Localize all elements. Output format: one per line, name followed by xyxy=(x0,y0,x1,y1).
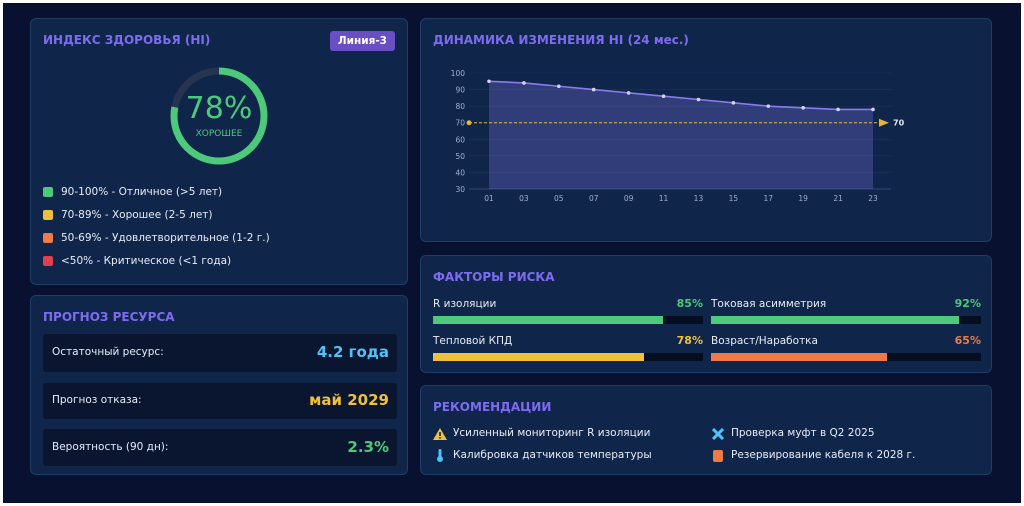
legend-swatch xyxy=(43,210,53,220)
risk-name: Токовая асимметрия xyxy=(711,298,827,310)
y-tick-label: 30 xyxy=(455,185,465,194)
recommendation: Калибровка датчиков температуры xyxy=(453,449,652,461)
y-tick-label: 80 xyxy=(455,102,465,111)
forecast-row: Вероятность (90 дн): 2.3% xyxy=(43,429,397,466)
gauge-arc xyxy=(170,67,268,165)
risk-value: 78% xyxy=(676,334,703,347)
legend-swatch xyxy=(43,233,53,243)
risk-track xyxy=(711,316,981,324)
risk-name: R изоляции xyxy=(433,298,497,310)
forecast-label: Вероятность (90 дн): xyxy=(52,440,169,453)
y-tick-label: 90 xyxy=(455,86,465,95)
risk-bar xyxy=(433,353,644,361)
forecast-value: май 2029 xyxy=(309,391,389,409)
warning-icon xyxy=(433,428,447,440)
line xyxy=(488,80,873,111)
x-tick-label: 09 xyxy=(624,194,634,203)
x-tick-label: 01 xyxy=(484,194,494,203)
risk-track xyxy=(433,353,703,361)
point xyxy=(626,91,631,95)
legend-swatch xyxy=(43,187,53,197)
panel-title: ИНДЕКС ЗДОРОВЬЯ (HI) xyxy=(43,33,211,47)
line-chart: 30 40 50 60 70 80 90 100 01 03 05 07 09 11 13 15 17 19 21 2… xyxy=(451,69,905,203)
legend-label: 90-100% - Отличное (>5 лет) xyxy=(61,186,223,198)
y-tick-label: 70 xyxy=(455,119,465,128)
forecast-label: Остаточный ресурс: xyxy=(52,346,164,358)
point xyxy=(696,97,701,102)
forecast-panel: ПРОГНОЗ РЕСУРСА Остаточный ресурс: 4.2 го… xyxy=(30,295,408,475)
forecast-row: Остаточный ресурс: 4.2 года xyxy=(43,334,397,372)
y-tick-label: 40 xyxy=(455,168,465,177)
line-badge: Линия-3 xyxy=(329,31,395,51)
legend-label: 50-69% - Удовлетворительное (1-2 г.) xyxy=(61,232,270,244)
x-tick-label: 05 xyxy=(554,194,564,203)
point xyxy=(591,87,596,92)
legend-label: <50% - Критическое (<1 года) xyxy=(61,255,232,267)
area xyxy=(489,81,873,189)
threshold-arrow xyxy=(879,118,889,127)
panel-title: ФАКТОРЫ РИСКА xyxy=(433,270,555,284)
y-tick-label: 50 xyxy=(455,152,465,161)
risk-value: 65% xyxy=(954,334,981,347)
point xyxy=(661,94,666,98)
threshold-label: 70 xyxy=(893,119,905,128)
risk-bar xyxy=(711,316,960,324)
panel-title: ДИНАМИКА ИЗМЕНЕНИЯ HI (24 мес.) xyxy=(433,33,689,47)
point xyxy=(871,107,875,112)
legend-swatch xyxy=(43,256,53,266)
thermometer-icon xyxy=(437,449,443,462)
forecast-value: 4.2 года xyxy=(316,343,389,361)
point xyxy=(766,104,771,108)
chart-panel: ДИНАМИКА ИЗМЕНЕНИЯ HI (24 мес.) 30 40 50 60… xyxy=(420,18,992,242)
recommendation: Проверка муфт в Q2 2025 xyxy=(731,427,875,439)
point xyxy=(557,84,561,89)
recommendation: Резервирование кабеля к 2028 г. xyxy=(731,449,916,461)
x-tick-label: 11 xyxy=(659,194,669,203)
risk-track xyxy=(433,316,703,324)
battery-icon xyxy=(713,450,723,462)
risk-panel: ФАКТОРЫ РИСКА R изоляции 85% Токовая асимм… xyxy=(420,255,992,373)
forecast-row: Прогноз отказа: май 2029 xyxy=(43,383,397,419)
gauge-value: 78% xyxy=(186,91,253,126)
gauge: 78% ХОРОШЕЕ xyxy=(170,67,268,165)
forecast-value: 2.3% xyxy=(347,437,389,456)
risk-name: Тепловой КПД xyxy=(433,335,513,347)
point xyxy=(801,106,805,110)
tools-icon xyxy=(712,428,724,440)
risk-bar xyxy=(711,353,887,361)
point xyxy=(731,101,736,105)
point xyxy=(487,79,491,84)
risk-value: 92% xyxy=(954,297,981,310)
x-tick-label: 23 xyxy=(868,194,878,203)
risk-track xyxy=(711,353,981,361)
x-tick-label: 03 xyxy=(519,194,529,203)
forecast-label: Прогноз отказа: xyxy=(52,394,142,406)
recommendation: Усиленный мониторинг R изоляции xyxy=(453,427,651,439)
recommendations-panel: РЕКОМЕНДАЦИИ Усиленный мониторинг R изол… xyxy=(420,385,992,475)
risk-name: Возраст/Наработка xyxy=(711,335,818,347)
x-tick-label: 15 xyxy=(729,194,739,203)
legend-label: 70-89% - Хорошее (2-5 лет) xyxy=(61,209,213,221)
x-tick-label: 19 xyxy=(798,194,808,203)
x-tick-label: 07 xyxy=(589,194,599,203)
gauge-status: ХОРОШЕЕ xyxy=(196,129,243,139)
health-panel: ИНДЕКС ЗДОРОВЬЯ (HI) Линия-3 78% ХОРОШЕЕ … xyxy=(30,18,408,285)
point xyxy=(836,107,840,112)
x-tick-label: 13 xyxy=(694,194,704,203)
panel-title: ПРОГНОЗ РЕСУРСА xyxy=(43,310,175,324)
y-tick-label: 60 xyxy=(455,135,465,144)
risk-bar xyxy=(433,316,663,324)
x-tick-label: 17 xyxy=(763,194,773,203)
point xyxy=(522,81,526,85)
threshold-dot xyxy=(466,120,472,126)
panel-title: РЕКОМЕНДАЦИИ xyxy=(433,400,552,414)
y-tick-label: 100 xyxy=(451,69,466,78)
x-tick-label: 21 xyxy=(833,194,843,203)
risk-value: 85% xyxy=(676,297,703,310)
